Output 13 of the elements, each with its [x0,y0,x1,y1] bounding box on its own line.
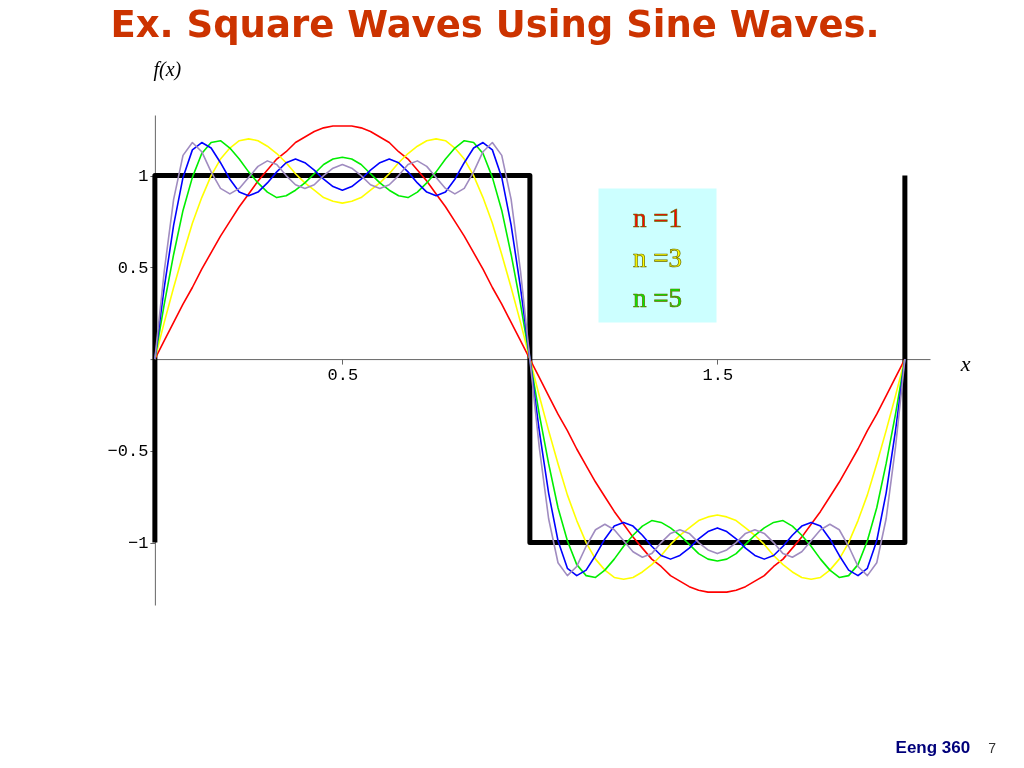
y-tick-label: −1 [127,534,149,554]
text: n =1 [633,202,682,233]
x-tick-label: 1.5 [702,365,734,385]
y-tick-label: −0.5 [107,442,149,462]
text: n =5 [633,282,682,313]
text: n =3 [633,242,682,273]
y-tick-label: 1 [138,167,149,187]
chart-title: Ex. Square Waves Using Sine Waves. [110,3,880,46]
text: Eeng 360 [895,738,971,758]
y-tick-label: 0.5 [117,258,149,278]
y-axis-title: f(x) [153,57,182,81]
x-axis-title: x [959,350,971,376]
text: 7 [988,740,996,756]
